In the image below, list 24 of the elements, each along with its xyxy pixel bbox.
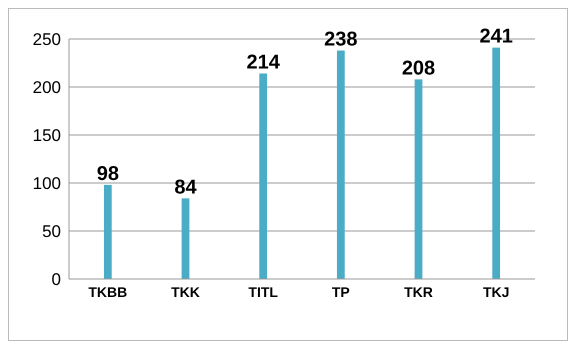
bar [336, 50, 345, 279]
x-tick-label: TP [332, 284, 350, 300]
x-tick-label: TKBB [88, 284, 128, 300]
y-tick-label: 250 [32, 30, 61, 50]
x-tick-label: TKJ [482, 284, 510, 300]
bar [414, 79, 422, 279]
data-label: 214 [246, 52, 281, 74]
data-label: 84 [174, 176, 198, 198]
y-tick-label: 150 [32, 126, 61, 146]
y-tick-label: 200 [32, 78, 61, 98]
data-label: 208 [402, 57, 436, 80]
x-tick-label: TKR [404, 284, 433, 300]
bar [492, 48, 500, 279]
bar [259, 74, 268, 279]
data-label: 98 [96, 162, 119, 185]
data-label: 241 [479, 26, 513, 48]
bar [182, 198, 190, 279]
data-label: 238 [324, 28, 358, 51]
bar [104, 184, 112, 279]
y-tick-label: 0 [52, 270, 61, 290]
x-tick-label: TKK [171, 284, 200, 300]
x-tick-label: TITL [248, 284, 278, 300]
y-tick-label: 50 [42, 222, 61, 242]
y-tick-label: 100 [32, 174, 61, 194]
